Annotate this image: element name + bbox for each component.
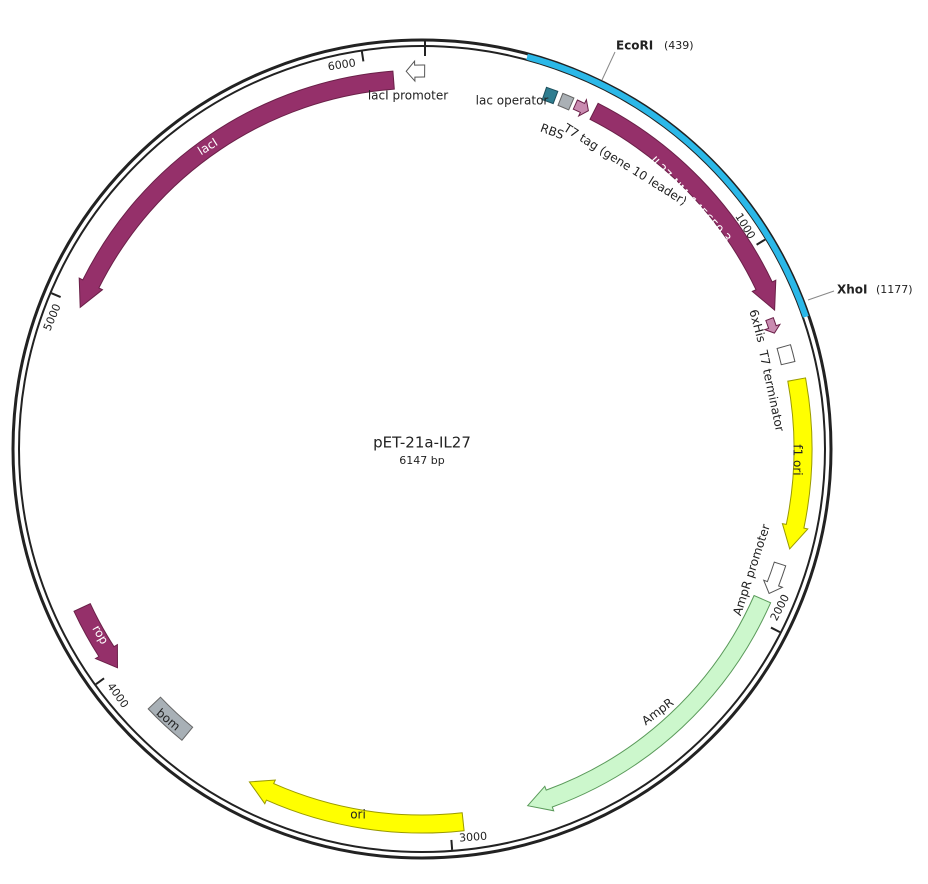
tick-mark xyxy=(360,51,365,62)
feature-label: ori xyxy=(350,808,366,822)
tag-arrow xyxy=(572,98,589,118)
selected-region xyxy=(526,53,809,318)
site-position: (1177) xyxy=(876,283,913,296)
backbone-outer xyxy=(11,38,833,860)
feature-label: lacI promoter xyxy=(368,89,448,103)
cds-arrow xyxy=(526,594,772,812)
map-size: 6147 bp xyxy=(399,454,444,467)
operator-box xyxy=(541,86,559,105)
tick-mark xyxy=(51,292,62,299)
tag-arrow xyxy=(763,317,782,334)
promoter-arrow xyxy=(762,561,787,595)
tick-label: 4000 xyxy=(104,680,131,710)
site-leader xyxy=(807,290,835,301)
feature-label: 6xHis xyxy=(746,308,768,344)
site-name: XhoI xyxy=(837,283,868,297)
map-title: pET-21a-IL27 xyxy=(373,434,471,452)
bom-box xyxy=(147,696,194,742)
tick-mark xyxy=(770,626,781,634)
ori-arrow xyxy=(248,779,465,834)
tick-mark xyxy=(95,677,105,685)
feature-label: f1 ori xyxy=(791,444,805,475)
tick-label: 6000 xyxy=(327,56,357,73)
feature-label: lac operator xyxy=(476,94,549,108)
backbone-inner xyxy=(18,45,826,853)
site-leader xyxy=(601,51,616,81)
tick-label: 3000 xyxy=(459,830,488,845)
site-position: (439) xyxy=(664,39,694,52)
rbs-box xyxy=(557,92,575,111)
cds-arrow xyxy=(78,70,395,309)
tick-mark xyxy=(450,839,454,850)
tick-mark xyxy=(756,238,766,246)
cds-arrow xyxy=(589,102,777,312)
terminator-box xyxy=(776,344,796,366)
site-name: EcoRI xyxy=(616,39,653,53)
ori-arrow xyxy=(781,377,813,550)
cds-arrow xyxy=(73,603,119,669)
promoter-arrow xyxy=(405,59,426,83)
